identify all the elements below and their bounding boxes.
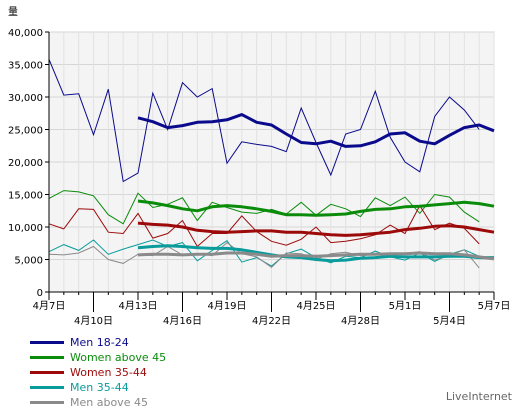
legend-swatch	[30, 371, 64, 374]
x-tick-label: 4月28日	[341, 315, 380, 327]
legend-swatch	[30, 401, 64, 404]
legend-item: Women 35-44	[30, 365, 166, 380]
legend-item: Men above 45	[30, 395, 166, 410]
x-tick-label: 4月16日	[163, 315, 202, 327]
x-axis-ticks: 4月7日 4月10日 4月13日 4月16日 4月19日 4月22日 4月25日 4月28日 5…	[33, 292, 511, 327]
legend-item: Women above 45	[30, 350, 166, 365]
legend-label: Women 35-44	[70, 366, 147, 379]
legend-label: Men 35-44	[70, 381, 129, 394]
brand-label: LiveInternet	[445, 390, 512, 403]
x-tick-label: 4月25日	[296, 300, 335, 312]
series-line-average-0	[137, 113, 495, 148]
x-tick-label: 4月19日	[207, 300, 246, 312]
x-tick-label: 4月10日	[74, 315, 113, 327]
legend-label: Women above 45	[70, 351, 167, 364]
y-tick-label: 5,000	[14, 256, 43, 267]
legend-label: Men 18-24	[70, 336, 129, 349]
legend-swatch	[30, 341, 64, 344]
y-axis-ticks: 0 5,000 10,000 15,000 20,000 25,000 30,000 35,0…	[8, 28, 49, 299]
series-line-average-1	[137, 199, 495, 217]
y-tick-label: 10,000	[8, 223, 43, 234]
y-tick-label: 25,000	[8, 126, 43, 137]
legend-swatch	[30, 386, 64, 389]
line-chart: 量 0 5,000 10,000 15,000 20,000 25,000 30,000 35…	[8, 6, 511, 327]
series-line-average-3	[137, 244, 494, 263]
legend-item: Men 35-44	[30, 380, 166, 395]
y-tick-label: 0	[37, 288, 43, 299]
legend-swatch	[30, 356, 64, 359]
series-line-average-2	[137, 221, 495, 237]
x-tick-label: 4月22日	[252, 315, 291, 327]
y-tick-label: 40,000	[8, 28, 43, 39]
x-tick-label: 5月7日	[478, 300, 511, 312]
legend: Men 18-24 Women above 45 Women 35-44 Men…	[30, 335, 166, 410]
x-tick-label: 4月13日	[118, 300, 157, 312]
legend-item: Men 18-24	[30, 335, 166, 350]
y-axis-label: 量	[8, 6, 18, 18]
x-tick-label: 4月7日	[33, 300, 66, 312]
series-line-daily-0	[48, 59, 480, 183]
x-tick-label: 5月4日	[433, 315, 466, 327]
x-tick-label: 5月1日	[389, 300, 422, 312]
legend-label: Men above 45	[70, 396, 148, 409]
y-tick-label: 35,000	[8, 61, 43, 72]
y-tick-label: 15,000	[8, 191, 43, 202]
series-line-average-4	[137, 251, 495, 261]
series-lines	[48, 59, 495, 269]
y-tick-label: 20,000	[8, 158, 43, 169]
y-tick-label: 30,000	[8, 93, 43, 104]
